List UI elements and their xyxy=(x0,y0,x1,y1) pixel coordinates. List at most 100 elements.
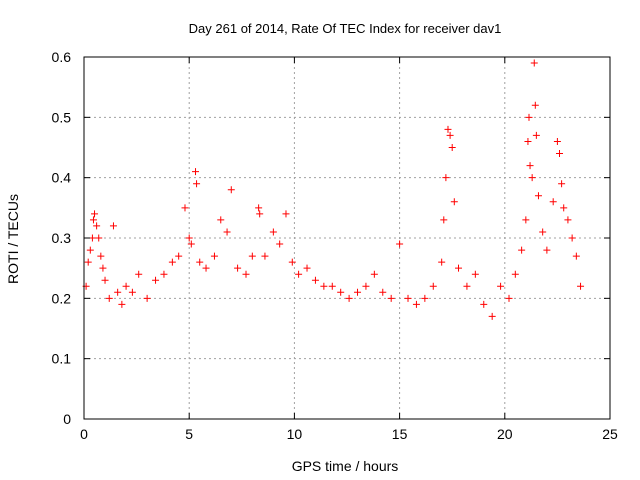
data-point xyxy=(438,258,446,266)
data-point xyxy=(101,276,109,284)
x-tick-label: 15 xyxy=(392,426,408,442)
data-point xyxy=(511,270,519,278)
data-point xyxy=(450,198,458,206)
data-point xyxy=(549,198,557,206)
data-point xyxy=(261,252,269,260)
data-point xyxy=(99,264,107,272)
x-tick-label: 5 xyxy=(185,426,193,442)
data-point xyxy=(193,180,201,188)
data-point xyxy=(370,270,378,278)
data-point xyxy=(97,252,105,260)
data-point xyxy=(311,276,319,284)
data-point xyxy=(135,270,143,278)
data-point xyxy=(196,258,204,266)
data-point xyxy=(295,270,303,278)
x-tick-label: 10 xyxy=(287,426,303,442)
data-point xyxy=(118,300,126,308)
plot-frame xyxy=(83,56,611,420)
data-point xyxy=(440,216,448,224)
data-point xyxy=(128,288,136,296)
data-point xyxy=(429,282,437,290)
data-point xyxy=(105,294,113,302)
data-point xyxy=(95,234,103,242)
data-point xyxy=(448,144,456,151)
y-tick-label: 0.2 xyxy=(52,290,72,306)
data-point xyxy=(328,282,336,290)
data-point xyxy=(217,216,225,224)
y-tick-label: 0.3 xyxy=(52,230,72,246)
data-point xyxy=(543,246,551,254)
data-point xyxy=(91,210,99,218)
data-point xyxy=(175,252,183,260)
data-point xyxy=(553,137,561,145)
x-axis-label: GPS time / hours xyxy=(292,458,399,474)
data-point xyxy=(387,294,395,302)
x-tick-label: 25 xyxy=(602,426,618,442)
data-point xyxy=(560,204,568,212)
data-point xyxy=(192,168,200,176)
data-point xyxy=(89,216,97,224)
y-tick-label: 0 xyxy=(63,411,71,427)
data-point xyxy=(524,137,532,145)
data-point xyxy=(202,264,210,272)
data-point xyxy=(143,294,151,302)
data-point xyxy=(518,246,526,254)
y-axis-label: ROTI / TECUs xyxy=(5,194,21,284)
data-point xyxy=(122,282,130,290)
data-point xyxy=(185,234,193,242)
data-point xyxy=(345,294,353,302)
data-point xyxy=(505,294,513,302)
data-point xyxy=(160,270,168,278)
data-point xyxy=(539,228,547,236)
data-point xyxy=(276,240,284,248)
y-tick-label: 0.1 xyxy=(52,351,72,367)
data-point xyxy=(168,258,176,266)
data-point xyxy=(86,246,94,254)
data-point xyxy=(455,264,463,272)
data-point xyxy=(526,162,534,170)
data-point xyxy=(412,300,420,308)
data-point xyxy=(446,131,454,139)
data-point xyxy=(497,282,505,290)
data-point xyxy=(282,210,290,218)
data-point xyxy=(114,288,122,296)
data-point xyxy=(354,288,362,296)
data-point xyxy=(320,282,328,290)
data-point xyxy=(234,264,242,272)
data-point xyxy=(396,240,404,248)
data-point xyxy=(227,186,235,194)
data-point xyxy=(564,216,572,224)
data-point xyxy=(556,150,564,158)
grid-lines xyxy=(84,57,610,419)
data-point xyxy=(337,288,345,296)
data-point xyxy=(528,174,536,182)
data-point xyxy=(421,294,429,302)
data-point xyxy=(404,294,412,302)
data-point xyxy=(88,234,96,242)
data-point xyxy=(463,282,471,290)
data-point xyxy=(152,276,160,284)
data-point xyxy=(223,228,231,236)
data-point xyxy=(109,222,117,230)
x-tick-label: 0 xyxy=(80,426,88,442)
data-point xyxy=(84,258,92,266)
data-point xyxy=(242,270,250,278)
data-point xyxy=(255,204,263,212)
data-point xyxy=(471,270,479,278)
data-point xyxy=(522,216,530,224)
y-tick-label: 0.4 xyxy=(52,170,72,186)
data-point xyxy=(558,180,566,188)
y-tick-label: 0.5 xyxy=(52,109,72,125)
data-point xyxy=(362,282,370,290)
data-point xyxy=(442,174,450,182)
data-point xyxy=(288,258,296,266)
data-point xyxy=(532,131,540,139)
y-tick-label: 0.6 xyxy=(52,49,72,65)
data-point xyxy=(577,282,585,290)
data-point xyxy=(256,210,264,218)
data-point xyxy=(568,234,576,242)
chart-title: Day 261 of 2014, Rate Of TEC Index for r… xyxy=(189,21,502,36)
data-point xyxy=(187,240,195,248)
data-point xyxy=(480,300,488,308)
